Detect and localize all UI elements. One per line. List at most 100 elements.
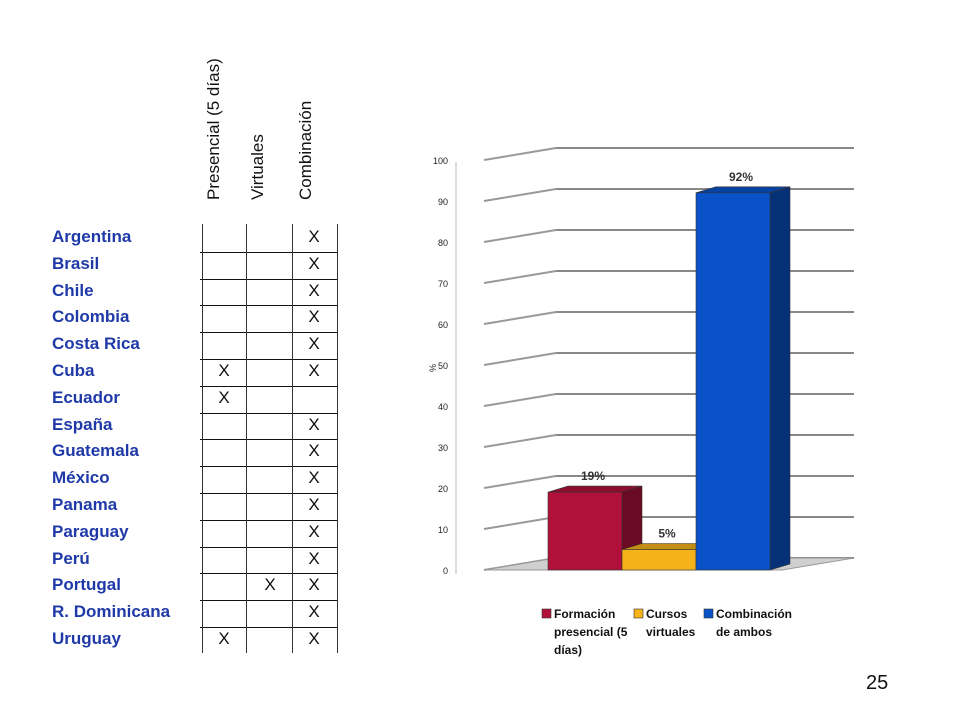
row-mark: X xyxy=(264,575,276,595)
row-divider xyxy=(200,600,338,602)
country-name: Cuba xyxy=(52,361,95,380)
gridline-side xyxy=(483,434,557,448)
bar xyxy=(695,192,771,571)
row-mark: X xyxy=(218,387,230,407)
gridline-side xyxy=(483,229,557,243)
row-mark xyxy=(214,438,234,464)
gridline-side xyxy=(483,270,557,284)
row-divider xyxy=(200,546,338,548)
y-tick-label: 30 xyxy=(438,443,448,453)
legend-swatch xyxy=(541,608,552,619)
row-divider xyxy=(200,359,338,360)
row-mark xyxy=(260,304,280,330)
row-mark: X xyxy=(308,253,320,273)
y-tick-label: 90 xyxy=(438,197,448,207)
row-mark xyxy=(214,465,234,491)
y-tick-label: 0 xyxy=(443,566,448,576)
country-name: Panama xyxy=(52,495,118,514)
gridline-side xyxy=(483,352,557,366)
legend-label: Cursos xyxy=(646,607,688,621)
row-mark xyxy=(214,304,234,330)
row-divider xyxy=(200,439,338,441)
row-divider xyxy=(200,305,338,307)
bar-data-label: 92% xyxy=(729,170,753,184)
row-divider xyxy=(200,332,338,334)
row-mark xyxy=(304,385,324,411)
row-mark xyxy=(214,599,234,625)
row-mark xyxy=(260,278,280,304)
column-header-combinacion: Combinación xyxy=(296,100,315,200)
country-name: Perú xyxy=(52,548,90,568)
row-divider xyxy=(200,573,338,575)
legend-swatch xyxy=(633,608,644,619)
y-tick-label: 70 xyxy=(438,279,448,289)
row-mark: X xyxy=(308,602,320,622)
row-mark xyxy=(260,438,280,464)
row-mark: X xyxy=(218,361,230,380)
gridline-side xyxy=(483,475,557,489)
gridline-side xyxy=(483,311,557,325)
y-tick-label: 50 xyxy=(438,361,448,371)
row-mark: X xyxy=(308,548,320,568)
row-divider xyxy=(200,519,338,521)
bar xyxy=(621,549,697,571)
y-tick-label: 10 xyxy=(438,525,448,535)
country-name: R. Dominicana xyxy=(52,602,171,622)
row-mark xyxy=(260,599,280,625)
country-name: Ecuador xyxy=(52,387,121,407)
row-divider xyxy=(200,493,338,494)
row-mark xyxy=(214,519,234,545)
row-mark: X xyxy=(308,495,320,514)
column-header-virtuales: Virtuales xyxy=(248,134,267,200)
legend-swatch xyxy=(703,608,714,619)
legend-label: virtuales xyxy=(646,625,696,639)
country-name: Portugal xyxy=(52,575,121,595)
row-mark: X xyxy=(308,334,320,354)
row-mark xyxy=(260,412,280,438)
row-mark xyxy=(260,358,280,384)
legend-label: presencial (5 xyxy=(554,625,628,639)
gridline-side xyxy=(483,516,557,530)
column-header-presencial: Presencial (5 días) xyxy=(204,58,223,200)
gridline-side xyxy=(483,188,557,202)
row-mark xyxy=(214,546,234,572)
row-mark: X xyxy=(308,227,320,246)
row-mark xyxy=(260,251,280,277)
y-axis-label: % xyxy=(428,364,438,372)
row-mark xyxy=(260,519,280,545)
country-name: Argentina xyxy=(52,227,132,246)
country-name: Colombia xyxy=(52,307,130,327)
legend-label: Formación xyxy=(554,607,615,621)
column-divider xyxy=(292,224,293,653)
row-mark xyxy=(260,465,280,491)
country-name: Chile xyxy=(52,280,94,300)
country-name: México xyxy=(52,468,110,488)
row-mark xyxy=(260,626,280,652)
country-name: Costa Rica xyxy=(52,334,140,354)
page-number: 25 xyxy=(866,672,889,694)
bar-side xyxy=(769,186,791,571)
legend-label: días) xyxy=(554,643,582,657)
bar xyxy=(547,491,623,571)
column-divider xyxy=(202,224,203,653)
country-name: Brasil xyxy=(52,253,100,273)
country-name: Paraguay xyxy=(52,521,129,541)
row-mark: X xyxy=(308,307,320,327)
country-name: Uruguay xyxy=(52,629,121,648)
legend xyxy=(520,600,826,672)
row-mark: X xyxy=(218,629,230,648)
row-mark xyxy=(214,251,234,277)
row-mark: X xyxy=(308,629,320,648)
legend-label: Combinación xyxy=(716,607,792,621)
row-mark xyxy=(214,412,234,438)
row-mark: X xyxy=(308,468,320,488)
row-mark xyxy=(214,492,234,518)
row-mark xyxy=(214,278,234,304)
row-divider xyxy=(200,627,338,628)
row-mark: X xyxy=(308,361,320,380)
gridline-side xyxy=(483,147,557,161)
row-mark: X xyxy=(308,280,320,300)
row-mark: X xyxy=(308,441,320,461)
row-mark xyxy=(214,572,234,598)
country-name: España xyxy=(52,414,113,434)
